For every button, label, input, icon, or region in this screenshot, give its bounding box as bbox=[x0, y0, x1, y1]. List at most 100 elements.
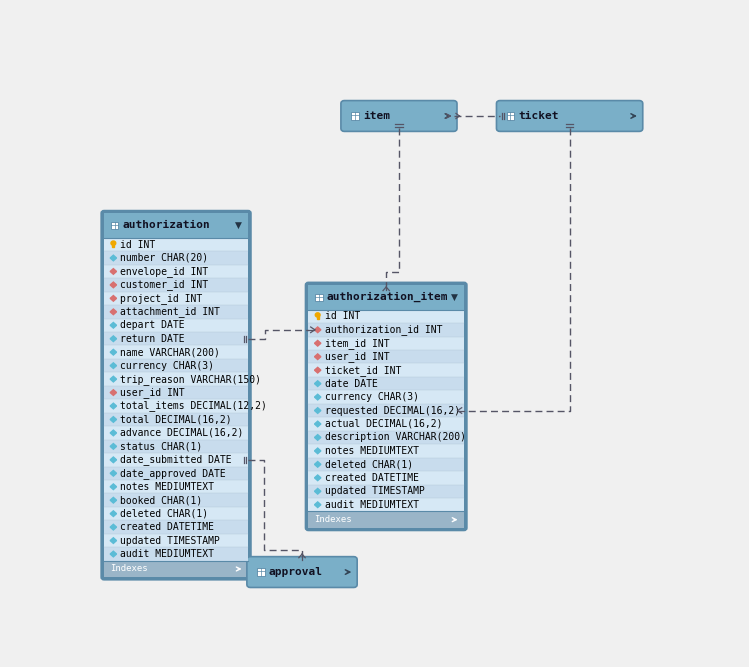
Text: total DECIMAL(16,2): total DECIMAL(16,2) bbox=[121, 414, 232, 424]
Bar bbox=[104, 372, 248, 386]
Text: ▼: ▼ bbox=[451, 293, 458, 301]
FancyBboxPatch shape bbox=[341, 101, 457, 131]
Polygon shape bbox=[315, 408, 321, 414]
Text: total_items DECIMAL(12,2): total_items DECIMAL(12,2) bbox=[121, 401, 267, 412]
Bar bbox=[104, 213, 248, 238]
Bar bbox=[309, 444, 464, 458]
Polygon shape bbox=[110, 363, 117, 368]
Text: approval: approval bbox=[269, 567, 323, 577]
Text: id INT: id INT bbox=[324, 311, 360, 321]
Bar bbox=[104, 467, 248, 480]
Bar bbox=[104, 400, 248, 413]
Polygon shape bbox=[315, 354, 321, 360]
Polygon shape bbox=[110, 282, 117, 287]
Text: Indexes: Indexes bbox=[315, 515, 352, 524]
Bar bbox=[104, 548, 248, 561]
Text: audit MEDIUMTEXT: audit MEDIUMTEXT bbox=[121, 549, 214, 559]
Polygon shape bbox=[110, 322, 117, 328]
Text: created DATETIME: created DATETIME bbox=[121, 522, 214, 532]
Text: updated TIMESTAMP: updated TIMESTAMP bbox=[121, 536, 220, 546]
Text: date DATE: date DATE bbox=[324, 379, 377, 389]
Text: attachment_id INT: attachment_id INT bbox=[121, 306, 220, 317]
Bar bbox=[309, 377, 464, 390]
Polygon shape bbox=[110, 295, 117, 301]
Text: return DATE: return DATE bbox=[121, 334, 185, 344]
Polygon shape bbox=[315, 340, 321, 346]
Bar bbox=[104, 453, 248, 467]
Text: date_submitted DATE: date_submitted DATE bbox=[121, 454, 232, 466]
Text: user_id INT: user_id INT bbox=[324, 352, 389, 362]
Polygon shape bbox=[110, 376, 117, 382]
Bar bbox=[104, 238, 248, 251]
Text: audit MEDIUMTEXT: audit MEDIUMTEXT bbox=[324, 500, 419, 510]
Polygon shape bbox=[110, 551, 117, 557]
Text: currency CHAR(3): currency CHAR(3) bbox=[121, 361, 214, 371]
Polygon shape bbox=[110, 390, 117, 396]
FancyBboxPatch shape bbox=[306, 282, 467, 530]
Polygon shape bbox=[110, 484, 117, 490]
Bar bbox=[309, 484, 464, 498]
Bar bbox=[104, 346, 248, 359]
Bar bbox=[104, 534, 248, 548]
Bar bbox=[104, 238, 248, 561]
Bar bbox=[309, 498, 464, 512]
Bar bbox=[309, 309, 464, 512]
Polygon shape bbox=[315, 435, 321, 440]
Text: currency CHAR(3): currency CHAR(3) bbox=[324, 392, 419, 402]
Bar bbox=[309, 404, 464, 418]
Polygon shape bbox=[110, 336, 117, 342]
Polygon shape bbox=[110, 430, 117, 436]
Bar bbox=[309, 350, 464, 364]
Polygon shape bbox=[110, 403, 117, 409]
Text: ticket: ticket bbox=[518, 111, 559, 121]
Text: name VARCHAR(200): name VARCHAR(200) bbox=[121, 348, 220, 358]
Text: notes MEDIUMTEXT: notes MEDIUMTEXT bbox=[324, 446, 419, 456]
Text: authorization_item: authorization_item bbox=[327, 292, 449, 302]
Polygon shape bbox=[110, 350, 117, 355]
Text: deleted CHAR(1): deleted CHAR(1) bbox=[121, 509, 208, 519]
Bar bbox=[309, 418, 464, 431]
Text: Indexes: Indexes bbox=[110, 564, 148, 574]
Bar bbox=[309, 471, 464, 484]
Text: item_id INT: item_id INT bbox=[324, 338, 389, 349]
Text: status CHAR(1): status CHAR(1) bbox=[121, 442, 202, 452]
Text: authorization_id INT: authorization_id INT bbox=[324, 324, 442, 336]
Polygon shape bbox=[315, 368, 321, 373]
Bar bbox=[104, 319, 248, 332]
FancyBboxPatch shape bbox=[101, 211, 251, 580]
Text: user_id INT: user_id INT bbox=[121, 387, 185, 398]
Bar bbox=[309, 512, 464, 528]
Bar bbox=[104, 480, 248, 494]
Polygon shape bbox=[110, 538, 117, 544]
Bar bbox=[104, 494, 248, 507]
Polygon shape bbox=[315, 327, 321, 333]
Bar bbox=[309, 309, 464, 323]
Text: advance DECIMAL(16,2): advance DECIMAL(16,2) bbox=[121, 428, 243, 438]
Polygon shape bbox=[315, 394, 321, 400]
Bar bbox=[104, 520, 248, 534]
Polygon shape bbox=[315, 502, 321, 508]
Polygon shape bbox=[110, 309, 117, 315]
Bar bbox=[104, 359, 248, 372]
Bar bbox=[317, 315, 318, 319]
Text: item: item bbox=[363, 111, 390, 121]
Bar bbox=[104, 332, 248, 346]
Bar bbox=[104, 386, 248, 400]
Bar bbox=[104, 440, 248, 453]
Polygon shape bbox=[110, 269, 117, 274]
Text: ▼: ▼ bbox=[235, 221, 242, 230]
Bar bbox=[309, 364, 464, 377]
Polygon shape bbox=[110, 444, 117, 449]
Bar bbox=[309, 285, 464, 309]
Text: requested DECIMAL(16,2): requested DECIMAL(16,2) bbox=[324, 406, 460, 416]
Bar bbox=[104, 305, 248, 319]
Polygon shape bbox=[110, 524, 117, 530]
Text: number CHAR(20): number CHAR(20) bbox=[121, 253, 208, 263]
Bar bbox=[104, 278, 248, 291]
FancyBboxPatch shape bbox=[497, 101, 643, 131]
Polygon shape bbox=[110, 498, 117, 503]
Bar bbox=[104, 426, 248, 440]
Polygon shape bbox=[110, 255, 117, 261]
Bar bbox=[104, 291, 248, 305]
Text: depart DATE: depart DATE bbox=[121, 320, 185, 330]
